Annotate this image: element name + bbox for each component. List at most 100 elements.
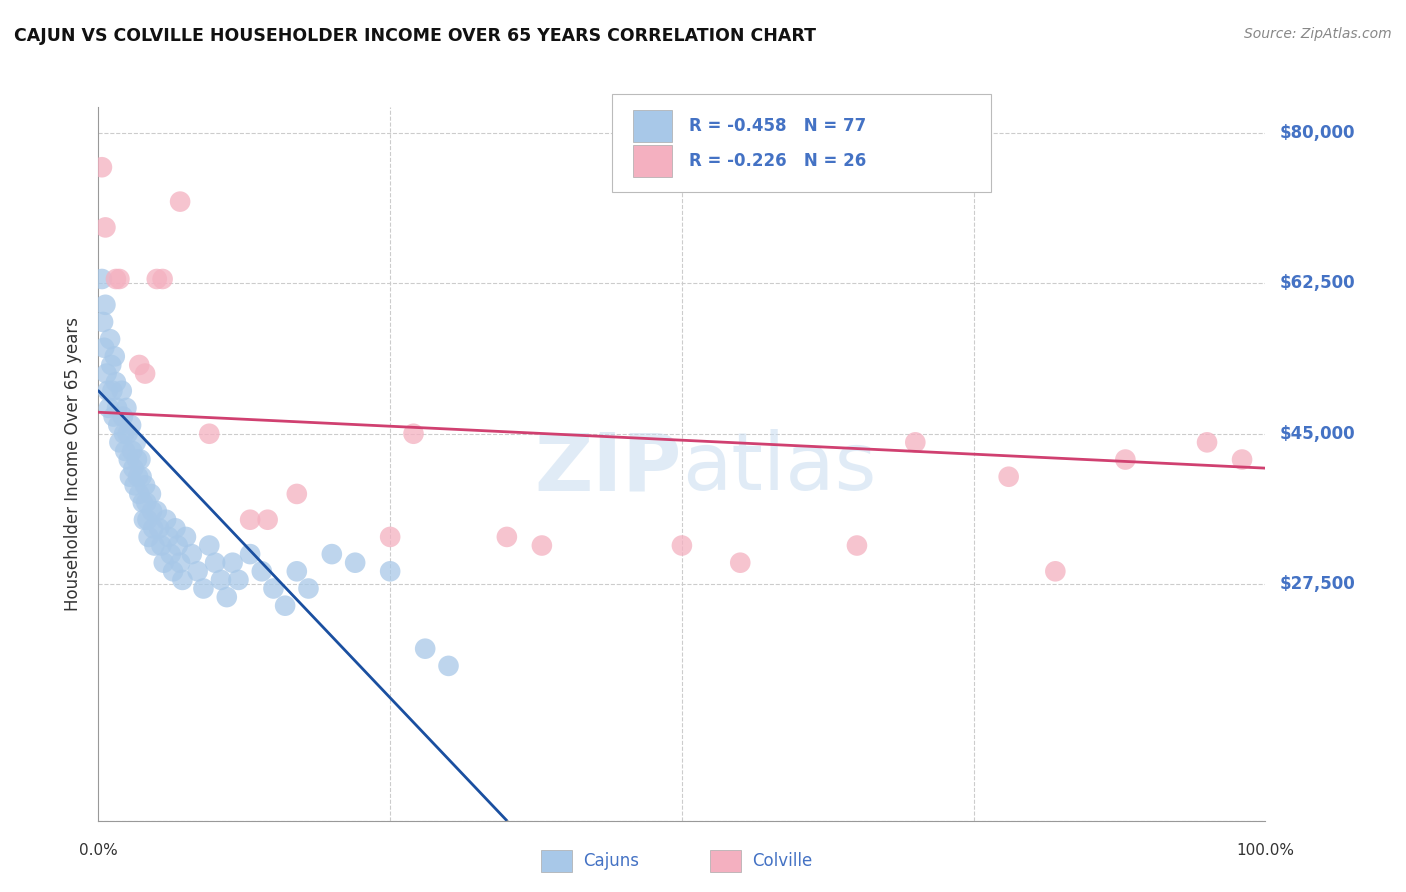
Point <box>94 298 117 312</box>
Text: CAJUN VS COLVILLE HOUSEHOLDER INCOME OVER 65 YEARS CORRELATION CHART: CAJUN VS COLVILLE HOUSEHOLDER INCOME OVE… <box>14 27 815 45</box>
Point <box>108 435 131 450</box>
Point <box>174 530 197 544</box>
Point <box>96 367 118 381</box>
Point <box>378 530 402 544</box>
Point <box>117 426 139 441</box>
Point <box>146 504 169 518</box>
Text: $80,000: $80,000 <box>1279 124 1355 142</box>
Point <box>198 539 221 553</box>
Point <box>121 444 143 458</box>
Point <box>132 513 155 527</box>
Point <box>165 521 187 535</box>
Point <box>321 547 343 561</box>
Point <box>166 539 188 553</box>
Text: 0.0%: 0.0% <box>79 843 118 858</box>
Point <box>198 426 221 441</box>
Point <box>169 556 191 570</box>
Point <box>1230 452 1253 467</box>
Point <box>108 272 131 286</box>
Point <box>97 384 120 398</box>
Point <box>239 547 262 561</box>
Point <box>221 556 243 570</box>
Point <box>495 530 517 544</box>
Point <box>128 487 150 501</box>
Point <box>250 564 273 578</box>
Point <box>104 350 127 364</box>
Point <box>94 220 117 235</box>
Point <box>124 478 146 492</box>
Point <box>118 469 141 483</box>
Text: Source: ZipAtlas.com: Source: ZipAtlas.com <box>1244 27 1392 41</box>
Point <box>90 160 112 174</box>
Point <box>143 539 166 553</box>
Point <box>157 530 180 544</box>
Point <box>180 547 202 561</box>
Point <box>138 530 160 544</box>
Point <box>100 358 122 372</box>
Point <box>90 272 112 286</box>
Point <box>128 358 150 372</box>
Point <box>530 539 553 553</box>
Point <box>125 435 148 450</box>
Point <box>402 426 425 441</box>
Text: Colville: Colville <box>752 852 813 871</box>
Point <box>129 452 152 467</box>
Point <box>845 539 868 553</box>
Point <box>1114 452 1136 467</box>
Point <box>139 487 162 501</box>
Point <box>148 521 170 535</box>
Point <box>228 573 250 587</box>
Point <box>131 469 153 483</box>
Point <box>111 409 134 424</box>
Point <box>159 547 181 561</box>
Point <box>437 659 460 673</box>
Text: R = -0.458   N = 77: R = -0.458 N = 77 <box>689 117 866 135</box>
Point <box>1195 435 1218 450</box>
Point <box>107 418 129 433</box>
Point <box>101 384 124 398</box>
Point <box>344 556 367 570</box>
Point <box>146 272 169 286</box>
Point <box>187 564 209 578</box>
Text: Cajuns: Cajuns <box>583 852 640 871</box>
Point <box>209 573 232 587</box>
Point <box>120 418 142 433</box>
Text: 100.0%: 100.0% <box>1236 843 1295 858</box>
Point <box>256 513 278 527</box>
Point <box>285 487 308 501</box>
Point <box>134 478 156 492</box>
Text: ZIP: ZIP <box>534 429 682 508</box>
Point <box>671 539 693 553</box>
Point <box>239 513 262 527</box>
Point <box>204 556 226 570</box>
Point <box>122 461 145 475</box>
Point <box>93 341 115 355</box>
Point <box>141 504 163 518</box>
Point <box>132 495 155 509</box>
Point <box>150 539 173 553</box>
Text: atlas: atlas <box>682 429 876 508</box>
Point <box>135 495 157 509</box>
Point <box>111 384 134 398</box>
Point <box>112 426 135 441</box>
Point <box>105 401 128 415</box>
Point <box>104 375 127 389</box>
Text: $27,500: $27,500 <box>1279 575 1355 593</box>
Point <box>169 194 191 209</box>
Point <box>193 582 215 596</box>
Text: R = -0.226   N = 26: R = -0.226 N = 26 <box>689 152 866 169</box>
Point <box>162 564 184 578</box>
Point <box>155 513 177 527</box>
Point <box>97 401 120 415</box>
Point <box>127 469 149 483</box>
Point <box>904 435 927 450</box>
Point <box>378 564 402 578</box>
Point <box>118 452 141 467</box>
Point <box>115 401 138 415</box>
Point <box>297 582 319 596</box>
Point <box>114 444 136 458</box>
Point <box>1045 564 1067 578</box>
Point <box>997 469 1019 483</box>
Text: $62,500: $62,500 <box>1279 275 1355 293</box>
Point <box>413 641 436 656</box>
